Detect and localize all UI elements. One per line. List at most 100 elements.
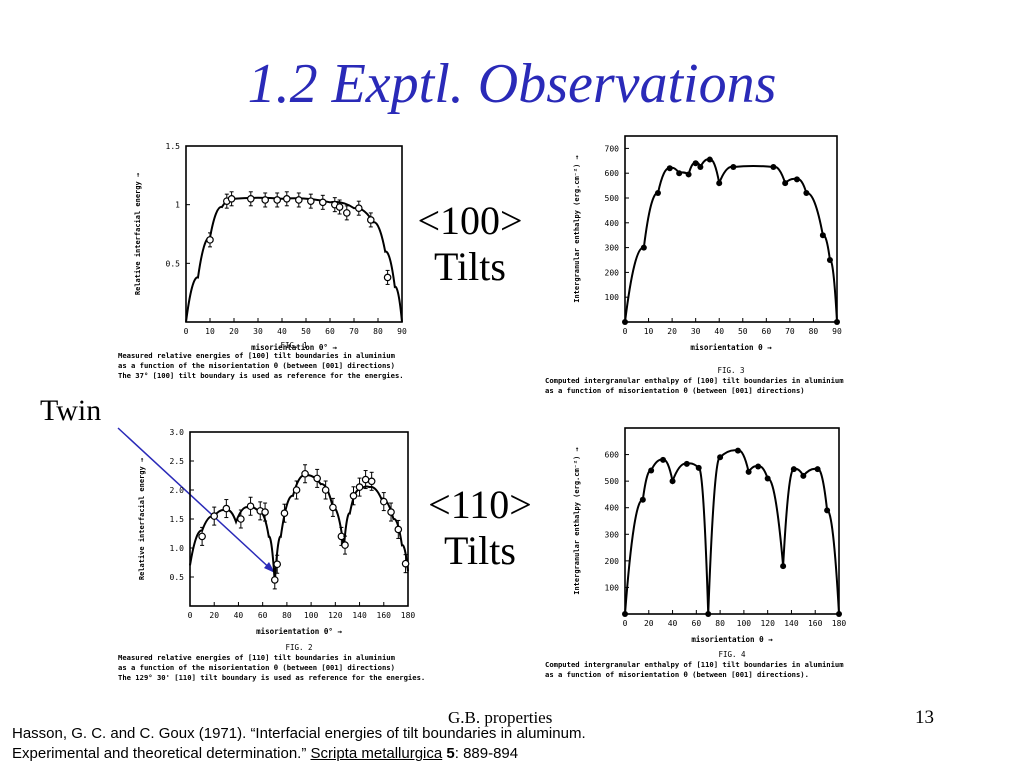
chart-fig4: 0 20 40 60 80 100 120 140 160 180 100 200 300 400 500 6… (545, 420, 905, 700)
fig3-point (819, 232, 826, 239)
fig3-xtick-label: 20 (667, 327, 677, 336)
fig4-point (648, 467, 655, 474)
fig4-point (800, 472, 807, 479)
fig1-ylabel: Relative interfacial energy → (134, 173, 142, 295)
fig4-xtick-label: 180 (832, 619, 847, 628)
fig2-xlabel: misorientation θ° → (256, 627, 342, 636)
fig2-point (341, 541, 349, 549)
fig3-point (793, 176, 800, 183)
fig1-caption-line: The 37° [100] tilt boundary is used as r… (118, 371, 404, 380)
fig3-point (676, 170, 683, 177)
fig2-caption-line: The 129° 30' [110] tilt boundary is used… (118, 673, 425, 682)
fig1-xtick-label: 60 (325, 327, 335, 336)
fig2-point (222, 504, 231, 513)
fig4-point (790, 466, 797, 473)
ref-journal: Scripta metallurgica (310, 745, 443, 762)
label-110: <110> (428, 482, 532, 527)
fig2-ytick-label: 3.0 (170, 428, 185, 437)
fig2-point (280, 509, 289, 518)
fig3-ytick-label: 500 (605, 194, 620, 203)
ref-line-2: Experimental and theoretical determinati… (12, 744, 586, 764)
twin-arrow-line (117, 427, 276, 574)
fig3-point (706, 156, 713, 163)
fig3-xlabel: misorientation θ → (690, 343, 772, 352)
fig3-xtick-label: 80 (809, 327, 819, 336)
fig2-xtick-label: 0 (188, 611, 193, 620)
fig4-point (764, 475, 771, 482)
fig4-point (824, 507, 831, 514)
fig1-xtick-label: 40 (277, 327, 287, 336)
fig3-point (770, 164, 777, 170)
fig3-curve (624, 158, 838, 323)
fig1-ytick-label: 1.5 (166, 142, 181, 151)
fig2-point (394, 525, 403, 534)
fig3-point (826, 257, 833, 263)
fig4-ytick-label: 300 (605, 530, 620, 539)
fig2-point (367, 477, 376, 486)
fig2-xtick-label: 120 (328, 611, 343, 620)
fig3-xtick-label: 50 (738, 327, 748, 336)
fig2-point (261, 508, 269, 516)
fig2-xtick-label: 140 (352, 611, 367, 620)
fig2-svg: 0 20 40 60 80 100 120 140 160 180 0.5 1.0 1.5 2.0 2.5 3… (118, 428, 425, 682)
fig3-point (654, 190, 661, 197)
fig1-point (335, 203, 344, 211)
fig4-xtick-label: 40 (668, 619, 678, 628)
fig1-fig-label: FIG. 1 (280, 341, 307, 350)
fig1-point (227, 195, 236, 203)
fig3-ytick-label: 300 (605, 244, 620, 253)
label-100-tilts-word: Tilts (434, 244, 506, 289)
fig3-point (834, 319, 840, 325)
fig1-point (206, 236, 214, 244)
fig1-point (247, 195, 255, 203)
fig1-xtick-label: 10 (205, 327, 215, 336)
fig1-xtick-label: 80 (373, 327, 383, 336)
fig2-caption-line: Measured relative energies of [110] tilt… (118, 653, 396, 662)
fig4-curve (624, 449, 840, 615)
fig3-xtick-label: 40 (714, 327, 724, 336)
fig4-xtick-label: 100 (737, 619, 752, 628)
reference: Hasson, G. C. and C. Goux (1971). “Inter… (12, 724, 586, 764)
fig2-point (273, 560, 282, 569)
fig4-svg: 0 20 40 60 80 100 120 140 160 180 100 200 300 400 500 6… (545, 427, 847, 679)
label-100-tilts: <100> Tilts (405, 198, 535, 290)
label-110-tilts-word: Tilts (444, 528, 516, 573)
fig4-xtick-label: 140 (784, 619, 799, 628)
fig4-ytick-label: 200 (605, 557, 620, 566)
footer-text: G.B. properties (448, 708, 553, 727)
fig4-plot-frame (624, 427, 840, 615)
fig2-point (301, 469, 309, 478)
fig2-xtick-label: 160 (377, 611, 392, 620)
fig1-caption-line: Measured relative energies of [100] tilt… (118, 351, 396, 360)
ref-line-2a: Experimental and theoretical determinati… (12, 745, 311, 762)
fig2-fig-label: FIG. 2 (285, 643, 312, 652)
fig2-ytick-label: 1.5 (170, 515, 185, 524)
fig4-point (755, 463, 762, 470)
fig3-ytick-label: 100 (605, 293, 620, 302)
fig1-point (273, 196, 282, 204)
fig4-xtick-label: 0 (623, 619, 628, 628)
ref-volume: 5 (446, 745, 455, 762)
fig4-point (717, 454, 724, 461)
fig3-xtick-label: 30 (691, 327, 701, 336)
fig3-caption-line: as a function of misorientation θ (betwe… (545, 386, 805, 395)
fig4-point (780, 563, 787, 570)
fig2-point (355, 483, 364, 491)
fig1-ytick-label: 0.5 (166, 259, 181, 268)
fig3-xtick-label: 70 (785, 327, 795, 336)
fig3-point (716, 180, 723, 187)
fig1-xtick-label: 70 (349, 327, 359, 336)
fig4-point (814, 466, 821, 473)
chart-fig2: 0 20 40 60 80 100 120 140 160 180 0.5 1.0 1.5 2.0 2.5 3… (118, 420, 478, 695)
fig1-svg: 0 10 20 30 40 50 60 70 80 90 0.5 1 1.5 misorientation… (118, 142, 407, 380)
fig4-point (695, 464, 702, 471)
fig3-point (622, 319, 628, 325)
fig2-point (237, 515, 245, 523)
fig2-xtick-label: 80 (282, 611, 292, 620)
fig1-point (261, 196, 270, 204)
fig4-point (660, 456, 667, 463)
fig4-xtick-label: 80 (715, 619, 725, 628)
fig2-curve (189, 474, 409, 583)
fig2-xtick-label: 40 (234, 611, 244, 620)
fig4-xtick-label: 60 (692, 619, 702, 628)
